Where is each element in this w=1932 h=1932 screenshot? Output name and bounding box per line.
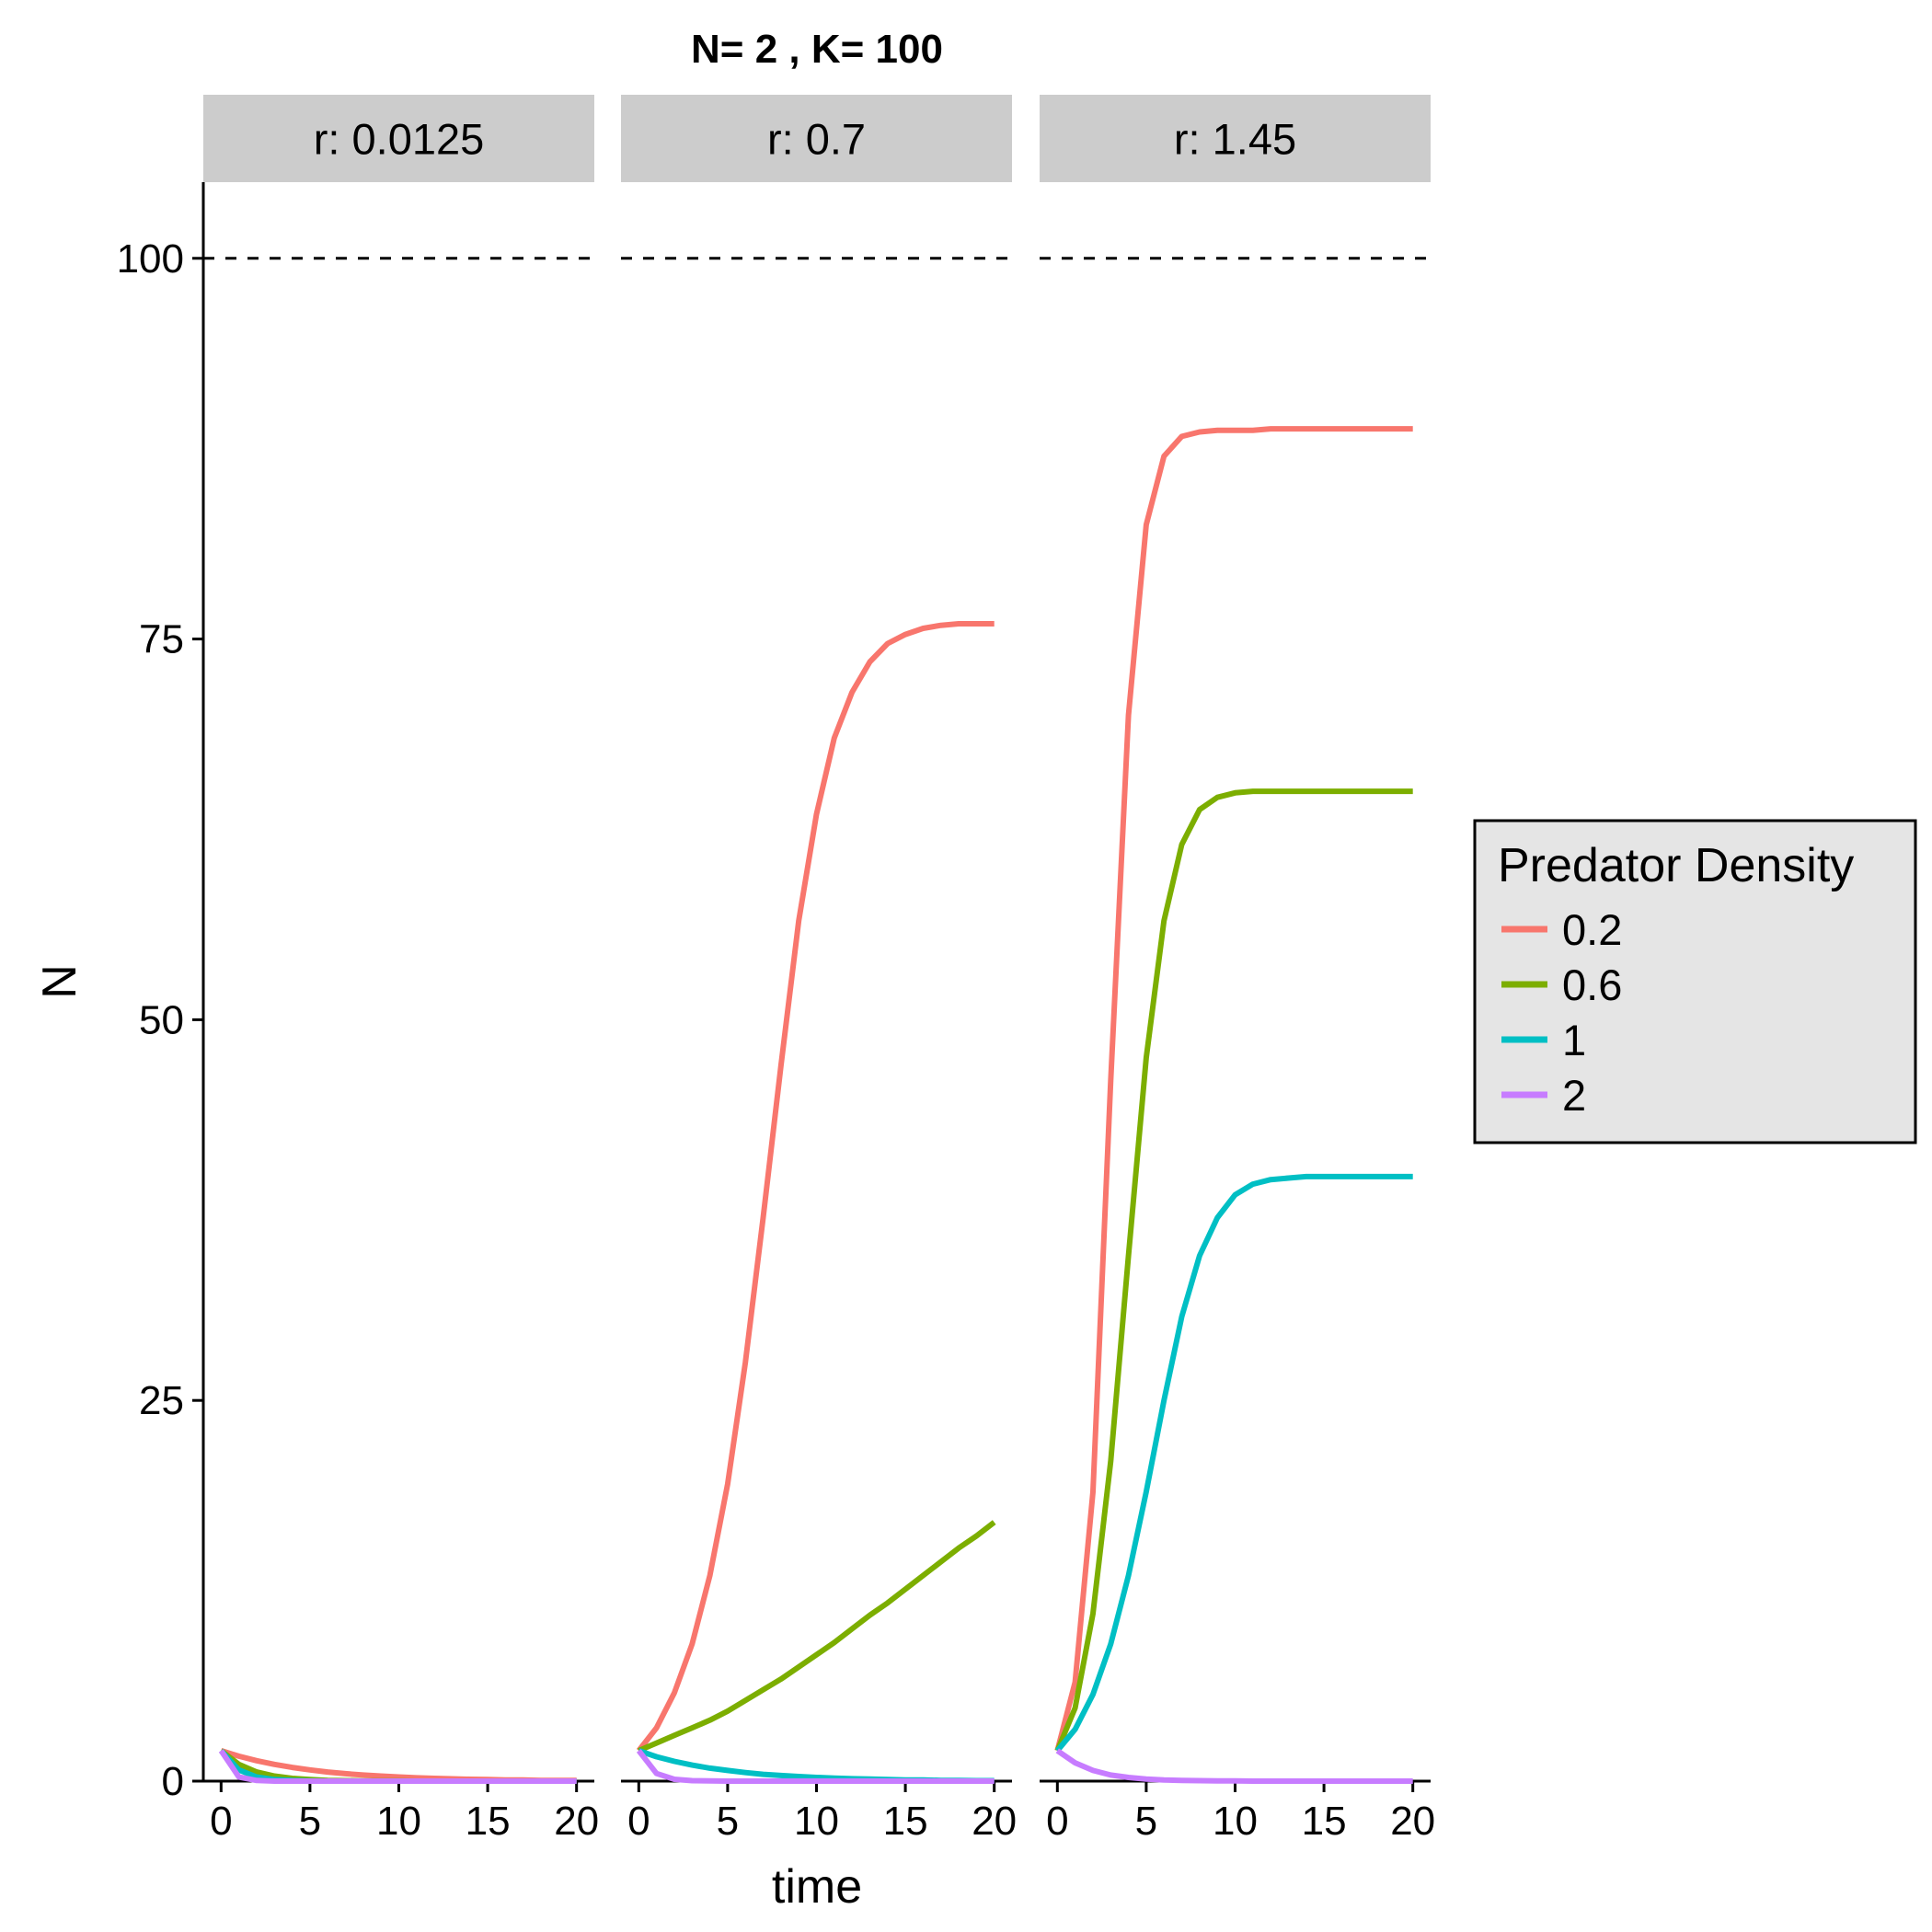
series-line — [638, 1520, 996, 1754]
x-tick-label: 15 — [1302, 1799, 1347, 1844]
facet-strip-label: r: 0.7 — [767, 115, 866, 164]
x-tick-label: 5 — [299, 1799, 321, 1844]
x-tick-label: 20 — [554, 1799, 599, 1844]
legend-label: 0.2 — [1562, 905, 1622, 954]
series-line — [1054, 788, 1413, 1753]
series-line — [1054, 426, 1413, 1752]
series-line — [1055, 1748, 1413, 1784]
legend-box — [1473, 819, 1917, 1144]
x-tick-label: 20 — [1390, 1799, 1435, 1844]
y-tick-label: 50 — [139, 997, 184, 1042]
facet-panel: r: 0.0125 0 5 10 15 20 — [203, 95, 599, 1844]
facet-strip-label: r: 1.45 — [1174, 115, 1296, 164]
series-line — [218, 1749, 577, 1784]
facet-panel: r: 0.7 0 5 10 15 20 — [621, 95, 1017, 1844]
legend-item: 0.6 — [1501, 960, 1622, 1009]
x-tick-label: 5 — [717, 1799, 739, 1844]
series-line — [636, 1749, 995, 1784]
legend-item: 2 — [1501, 1071, 1586, 1120]
legend-item: 0.2 — [1501, 905, 1622, 954]
legend-label: 1 — [1562, 1016, 1586, 1064]
series-line — [636, 621, 995, 1753]
facet-strip — [203, 95, 594, 182]
x-tick-label: 0 — [1046, 1799, 1068, 1844]
facet-panel: r: 1.45 0 5 10 15 20 — [1040, 95, 1435, 1844]
x-tick-label: 0 — [210, 1799, 232, 1844]
legend: Predator Density 0.2 0.6 1 2 — [1473, 819, 1917, 1144]
facet-panels: r: 0.0125 0 5 10 15 20 r: 0.7 0 5 10 15 20 r: 1.45 0 5… — [203, 95, 1435, 1844]
legend-label: 2 — [1562, 1071, 1586, 1120]
x-tick-label: 10 — [794, 1799, 839, 1844]
facet-strip — [1040, 95, 1431, 182]
x-tick-label: 10 — [1213, 1799, 1258, 1844]
facet-strip — [621, 95, 1012, 182]
x-axis-title: time — [772, 1860, 862, 1914]
series-line — [1054, 1173, 1413, 1753]
y-axis: 0 25 50 75 100 — [117, 182, 205, 1804]
x-tick-label: 5 — [1135, 1799, 1157, 1844]
legend-item: 1 — [1501, 1016, 1586, 1064]
legend-label: 0.6 — [1562, 960, 1622, 1009]
y-axis-title: N — [33, 964, 86, 999]
x-tick-label: 15 — [883, 1799, 928, 1844]
x-tick-label: 10 — [376, 1799, 421, 1844]
legend-title: Predator Density — [1498, 839, 1854, 892]
y-tick-label: 25 — [139, 1378, 184, 1423]
y-tick-label: 75 — [139, 617, 184, 662]
y-tick-label: 0 — [162, 1759, 184, 1804]
x-tick-label: 0 — [627, 1799, 650, 1844]
chart-title: N= 2 , K= 100 — [691, 27, 943, 72]
x-tick-label: 15 — [466, 1799, 511, 1844]
x-tick-label: 20 — [972, 1799, 1017, 1844]
legend-items: 0.2 0.6 1 2 — [1501, 905, 1622, 1120]
y-tick-label: 100 — [117, 236, 184, 282]
facet-strip-label: r: 0.0125 — [314, 115, 485, 164]
